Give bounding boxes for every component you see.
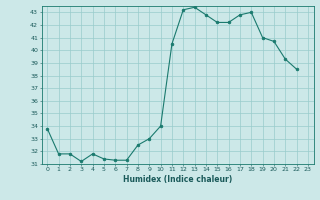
X-axis label: Humidex (Indice chaleur): Humidex (Indice chaleur) xyxy=(123,175,232,184)
